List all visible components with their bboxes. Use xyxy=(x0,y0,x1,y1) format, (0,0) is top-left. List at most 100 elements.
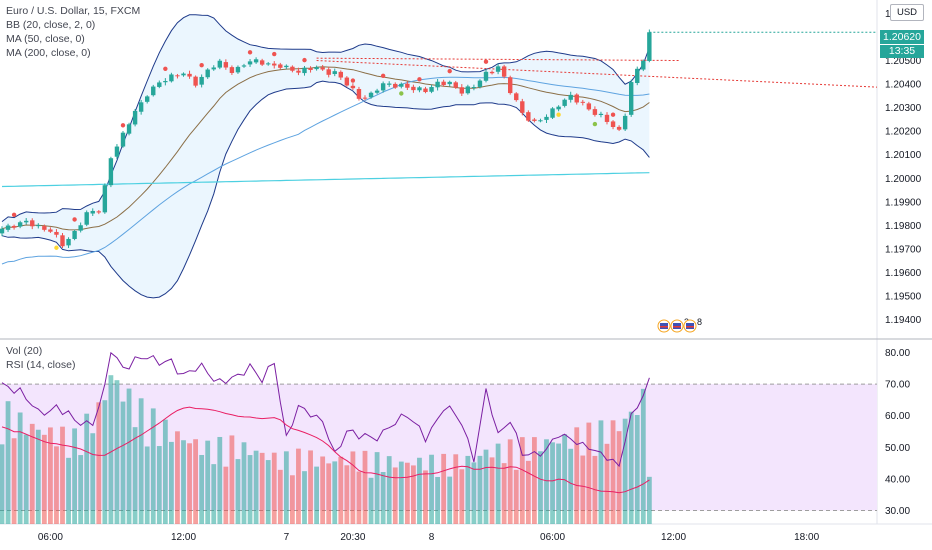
candle-body xyxy=(374,90,380,93)
price-tick-label: 1.19700 xyxy=(885,244,922,255)
candle-body xyxy=(66,238,71,246)
price-tick-label: 1.20400 xyxy=(885,80,922,91)
candle-body xyxy=(526,112,531,121)
volume-bar xyxy=(84,413,90,524)
candle-body xyxy=(108,158,114,186)
volume-bar xyxy=(525,460,531,524)
candle-body xyxy=(235,66,241,73)
volume-bar xyxy=(586,422,592,524)
candle-body xyxy=(520,101,525,113)
volume-bar xyxy=(138,398,144,524)
candle-body xyxy=(314,67,319,70)
legend-ma200[interactable]: MA (200, close, 0) xyxy=(6,47,91,59)
time-tick-label: 20:30 xyxy=(340,532,365,543)
volume-bar xyxy=(386,456,392,524)
price-tick-label: 1.19400 xyxy=(885,315,922,326)
candle-body xyxy=(598,113,604,115)
bollinger-lower xyxy=(1,80,650,299)
time-tick-label: 7 xyxy=(284,532,290,543)
candle-body xyxy=(72,230,77,239)
volume-bar xyxy=(598,420,604,524)
candle-body xyxy=(102,185,108,213)
candle-body xyxy=(568,94,573,100)
legend-symbol-title[interactable]: Euro / U.S. Dollar, 15, FXCM xyxy=(6,5,141,17)
volume-bar xyxy=(610,420,616,524)
volume-bar xyxy=(332,461,338,524)
candle-body xyxy=(284,65,289,68)
price-tick-label: 1.20100 xyxy=(885,150,922,161)
candle-body xyxy=(247,61,253,65)
volume-bar xyxy=(411,465,416,524)
candle-body xyxy=(223,62,229,68)
volume-bar xyxy=(156,446,162,524)
candle-body xyxy=(199,76,204,85)
volume-bar xyxy=(162,419,168,524)
volume-bar xyxy=(574,427,580,524)
candle-body xyxy=(296,70,301,73)
volume-bar xyxy=(356,471,362,524)
volume-bar xyxy=(544,439,549,524)
candle-body xyxy=(477,80,483,87)
volume-bar xyxy=(41,434,47,524)
event-badge-count: 8 xyxy=(697,317,702,327)
signal-dot xyxy=(483,59,489,64)
legend-ma50[interactable]: MA (50, close, 0) xyxy=(6,33,85,45)
rsi-tick-label: 30.00 xyxy=(885,506,910,517)
candle-body xyxy=(489,71,495,74)
volume-bar xyxy=(501,463,507,524)
candle-body xyxy=(145,96,150,102)
candle-body xyxy=(635,68,640,84)
candle-body xyxy=(514,93,519,101)
volume-bar xyxy=(78,455,84,524)
volume-bar xyxy=(538,451,543,524)
price-tick-label: 1.20500 xyxy=(885,56,922,67)
signal-dot xyxy=(447,68,452,74)
candle-body xyxy=(5,225,11,230)
legend-bb[interactable]: BB (20, close, 2, 0) xyxy=(6,19,96,31)
candle-body xyxy=(387,83,392,85)
bar-countdown: 13:35 xyxy=(880,45,924,58)
rsi-tick-label: 40.00 xyxy=(885,474,910,485)
candle-body xyxy=(647,32,652,61)
candle-body xyxy=(90,210,95,214)
volume-bar xyxy=(60,426,65,524)
candle-body xyxy=(429,87,434,92)
candle-body xyxy=(290,66,295,71)
volume-bar xyxy=(48,427,53,524)
candle-body xyxy=(574,94,579,103)
volume-bar xyxy=(114,380,120,524)
candle-body xyxy=(175,75,180,77)
candle-body xyxy=(465,86,471,94)
volume-bar xyxy=(513,469,519,524)
currency-button[interactable]: USD xyxy=(890,4,924,21)
volume-bar xyxy=(126,388,132,524)
volume-bar xyxy=(404,462,410,524)
volume-bar xyxy=(447,476,453,524)
volume-bar xyxy=(241,442,247,524)
candle-body xyxy=(138,102,144,112)
candle-body xyxy=(169,74,174,82)
legend-rsi[interactable]: RSI (14, close) xyxy=(6,359,76,371)
volume-bar xyxy=(320,456,326,524)
volume-bar xyxy=(181,440,186,524)
candle-body xyxy=(217,60,222,68)
candle-body xyxy=(272,63,277,66)
legend-vol[interactable]: Vol (20) xyxy=(6,345,43,357)
candle-body xyxy=(356,88,362,99)
candle-body xyxy=(163,81,168,83)
volume-bar xyxy=(271,452,277,524)
candle-body xyxy=(399,83,404,87)
signal-dot xyxy=(72,217,77,222)
price-tick-label: 1.19800 xyxy=(885,221,922,232)
candle-body xyxy=(393,83,398,88)
candle-body xyxy=(459,87,464,94)
volume-bar xyxy=(253,450,259,524)
volume-bar xyxy=(217,436,223,524)
candle-body xyxy=(380,83,386,91)
volume-bar xyxy=(580,455,586,524)
candle-body xyxy=(96,211,101,213)
candle-body xyxy=(550,108,555,118)
candle-body xyxy=(181,73,186,76)
candle-body xyxy=(495,66,501,72)
time-tick-label: 8 xyxy=(429,532,435,543)
